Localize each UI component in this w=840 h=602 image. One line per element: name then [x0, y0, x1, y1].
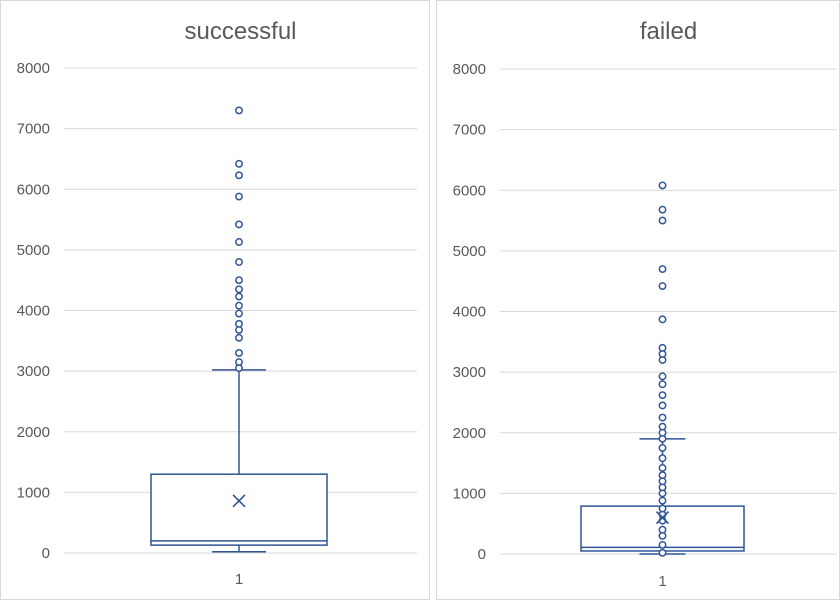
boxplot-successful: successful 0 1000 2000 3000 4000 5000 6000 7000 8… — [17, 18, 417, 588]
outlier-point — [235, 171, 243, 180]
outlier-point — [235, 106, 243, 115]
y-tick-label: 1000 — [17, 484, 50, 501]
chart-title: successful — [184, 18, 296, 45]
outlier-point — [658, 548, 667, 557]
outlier-point — [658, 265, 667, 274]
y-tick-label: 3000 — [17, 363, 50, 380]
y-tick-label: 8000 — [17, 60, 50, 77]
outlier-point — [658, 443, 667, 452]
y-tick-label: 2000 — [453, 425, 486, 442]
y-tick-label: 1000 — [453, 485, 486, 502]
y-tick-label: 0 — [42, 545, 50, 562]
outlier-point — [235, 258, 243, 266]
outlier-point — [235, 238, 243, 246]
outlier-point — [235, 292, 243, 301]
outlier-point — [658, 540, 667, 549]
y-tick-label: 4000 — [17, 303, 50, 320]
box-iqr — [150, 473, 328, 546]
x-category-label: 1 — [235, 571, 243, 588]
mean-marker-stroke — [232, 494, 246, 508]
outlier-point — [658, 181, 667, 190]
outlier-point — [658, 315, 667, 324]
outlier-point — [235, 220, 243, 229]
outlier-point — [658, 391, 667, 400]
mean-marker-stroke — [655, 511, 670, 525]
outlier-point — [235, 301, 243, 310]
outlier-point — [235, 358, 243, 366]
y-tick-label: 2000 — [17, 424, 50, 441]
outlier-point — [235, 276, 243, 285]
outlier-point — [235, 159, 243, 168]
outlier-point — [658, 282, 667, 290]
outlier-point — [658, 463, 667, 472]
y-tick-label: 8000 — [453, 61, 486, 78]
chart-title: failed — [640, 18, 697, 45]
outlier-point — [658, 216, 667, 225]
outlier-point — [658, 343, 667, 352]
outlier-point — [235, 309, 243, 318]
outlier-point — [658, 471, 667, 480]
chart-panel-failed: failed 0 1000 2000 3000 4000 5000 6000 7000 8000 1 — [436, 0, 840, 600]
outlier-point — [658, 413, 667, 422]
outlier-point — [658, 401, 667, 410]
mean-marker — [232, 494, 246, 508]
y-tick-label: 6000 — [453, 182, 486, 199]
y-tick-label: 5000 — [453, 243, 486, 260]
y-tick-label: 0 — [478, 546, 486, 563]
y-tick-label: 3000 — [453, 364, 486, 381]
y-tick-label: 7000 — [453, 122, 486, 139]
y-tick-label: 4000 — [453, 304, 486, 321]
outlier-point — [658, 504, 667, 513]
outlier-point — [658, 525, 667, 534]
outlier-point — [658, 380, 667, 389]
chart-panel-successful: successful 0 1000 2000 3000 4000 5000 6000 7000 8… — [0, 0, 430, 600]
outlier-point — [658, 496, 667, 505]
x-category-label: 1 — [658, 573, 666, 590]
outlier-point — [235, 333, 243, 342]
y-tick-label: 7000 — [17, 121, 50, 138]
outlier-point — [235, 285, 243, 294]
outlier-point — [235, 319, 243, 328]
boxplot-failed: failed 0 1000 2000 3000 4000 5000 6000 7000 8000 1 — [453, 18, 837, 590]
y-tick-label: 6000 — [17, 181, 50, 198]
outlier-point — [235, 192, 243, 201]
outlier-point — [658, 205, 667, 214]
outlier-point — [658, 454, 667, 463]
outlier-point — [658, 422, 667, 431]
outlier-point — [235, 348, 243, 357]
outlier-point — [658, 372, 667, 381]
y-tick-label: 5000 — [17, 242, 50, 259]
mean-marker — [655, 511, 670, 525]
